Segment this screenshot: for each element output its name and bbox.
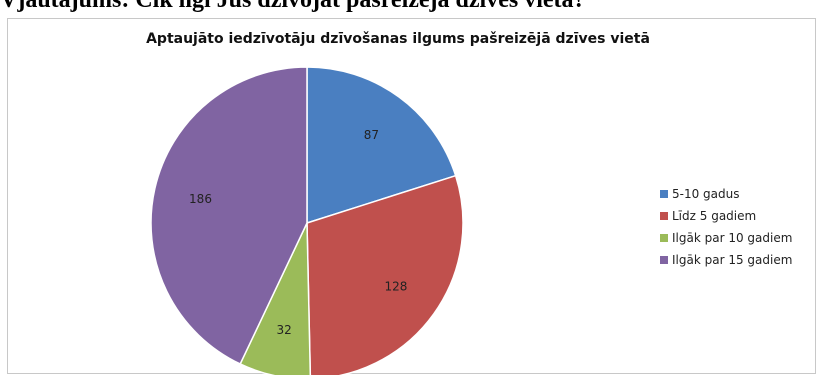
legend-label: Ilgāk par 10 gadiem xyxy=(672,231,793,245)
pie-slice-5-10-gadus xyxy=(306,66,457,225)
legend-item-ilg-k-par-15-gadiem: Ilgāk par 15 gadiem xyxy=(660,249,792,271)
legend-swatch xyxy=(660,190,668,198)
document-heading: Vjautājums: Cik ilgi Jūs dzīvojat pašrei… xyxy=(0,0,586,13)
legend-label: Ilgāk par 15 gadiem xyxy=(672,253,793,267)
data-label-l-dz-5-gadiem: 128 xyxy=(384,280,407,294)
legend-label: 5-10 gadus xyxy=(672,187,740,201)
data-label-ilg-k-par-10-gadiem: 32 xyxy=(277,323,292,337)
legend-swatch xyxy=(660,234,668,242)
pie-slice-l-dz-5-gadiem xyxy=(306,174,464,375)
pie-slice-ilg-k-par-15-gadiem xyxy=(150,66,308,365)
pie-chart: 87 128 32 186 xyxy=(150,66,464,375)
legend-item-5-10-gadus: 5-10 gadus xyxy=(660,183,792,205)
chart-frame: Aptaujāto iedzīvotāju dzīvošanas ilgums … xyxy=(7,18,816,375)
data-label-ilg-k-par-15-gadiem: 186 xyxy=(189,192,212,206)
legend-swatch xyxy=(660,256,668,264)
legend-item-ilg-k-par-10-gadiem: Ilgāk par 10 gadiem xyxy=(660,227,792,249)
legend-swatch xyxy=(660,212,668,220)
data-label-5-10-gadus: 87 xyxy=(364,128,379,142)
legend-label: Līdz 5 gadiem xyxy=(672,209,757,223)
legend-item-l-dz-5-gadiem: Līdz 5 gadiem xyxy=(660,205,792,227)
chart-title: Aptaujāto iedzīvotāju dzīvošanas ilgums … xyxy=(146,31,650,47)
chart-legend: 5-10 gadus Līdz 5 gadiem Ilgāk par 10 gadi… xyxy=(660,183,792,271)
